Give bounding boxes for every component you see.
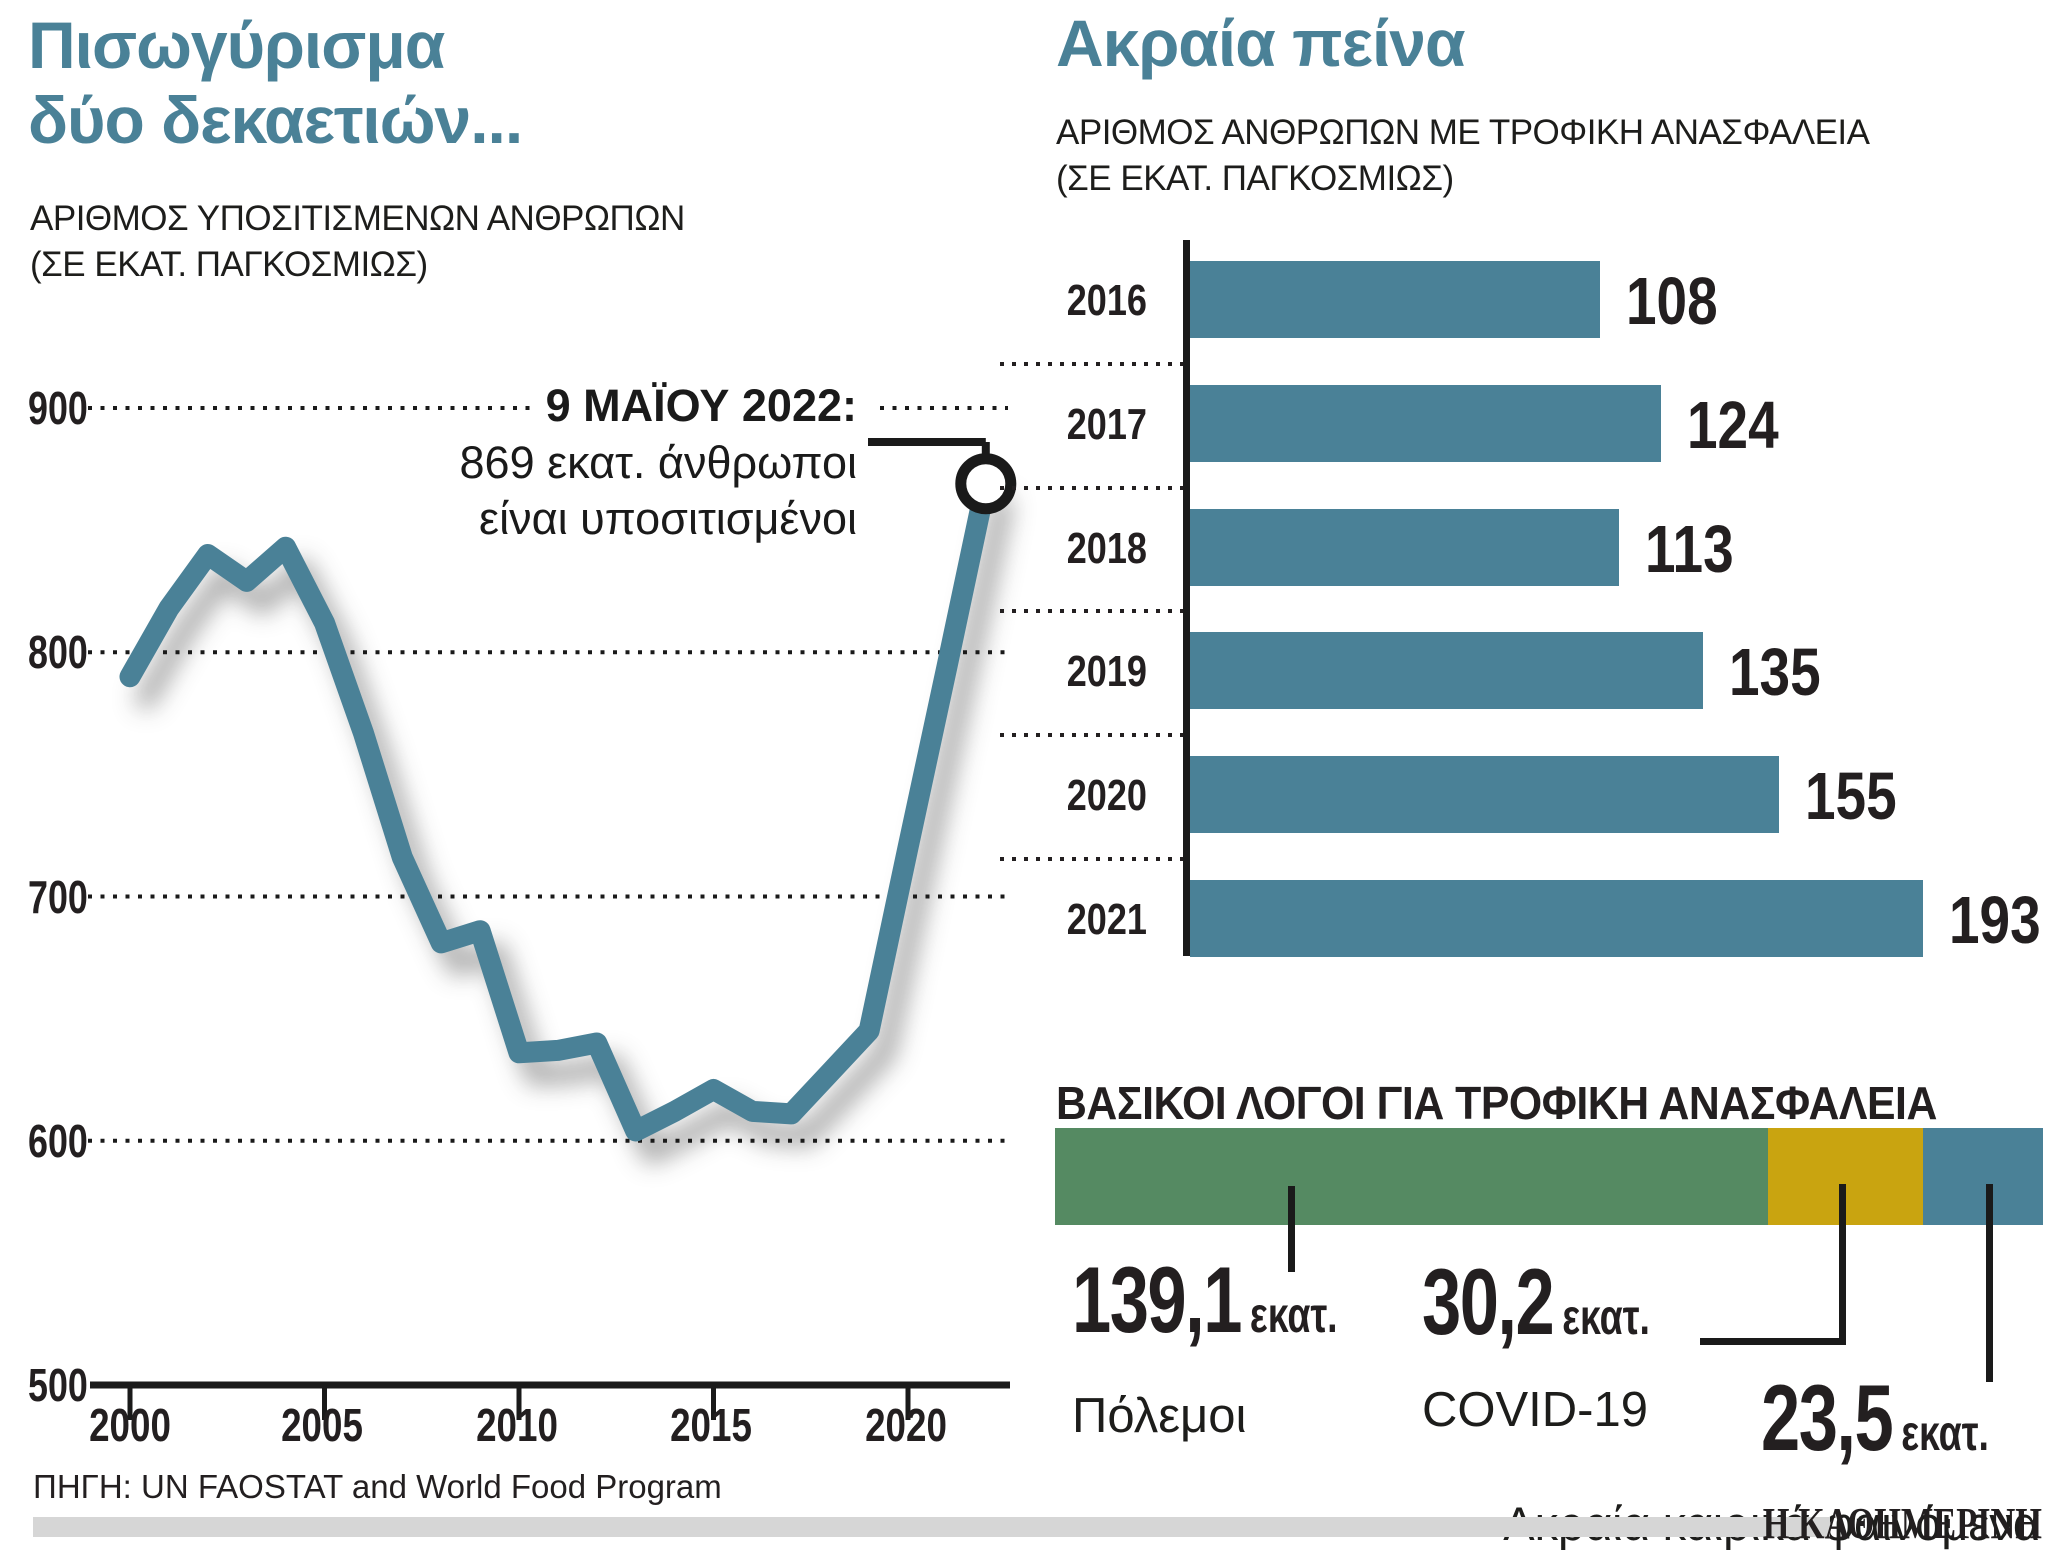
covid-unit: εκατ.: [1562, 1289, 1650, 1345]
bar-value-label: 155: [1805, 759, 1897, 835]
wars-unit: εκατ.: [1249, 1287, 1338, 1343]
bar-year-label: 2019: [1066, 647, 1147, 697]
x-tick-label: 2020: [865, 1399, 947, 1451]
covid-value: 30,2 εκατ.: [1422, 1248, 1650, 1356]
x-tick-label: 2010: [476, 1399, 558, 1451]
bar-2018: [1190, 508, 1619, 586]
kathimerini-logo: Η ΚΑΘΗΜΕΡΙΝΗ: [1762, 1499, 2042, 1548]
weather-unit: εκατ.: [1901, 1405, 1989, 1461]
weather-value: 23,5 εκατ.: [1761, 1364, 1989, 1472]
row-separator: [1000, 361, 1183, 366]
bar-chart-axis: [1183, 240, 1190, 956]
bar-value-label: 135: [1729, 635, 1821, 711]
callout-line-covid-vertical: [1839, 1184, 1846, 1345]
row-separator: [1000, 485, 1183, 490]
weather-number: 23,5: [1761, 1365, 1894, 1470]
x-tick-label: 2005: [281, 1399, 363, 1451]
y-tick-label: 700: [28, 871, 88, 923]
row-separator: [1000, 857, 1183, 861]
y-tick-label: 800: [28, 626, 88, 678]
y-tick-label: 500: [28, 1359, 88, 1411]
x-tick-label: 2015: [670, 1399, 752, 1451]
annotation-line2: είναι υποσιτισμένοι: [479, 493, 857, 545]
bar-year-label: 2020: [1066, 771, 1147, 821]
wars-number: 139,1: [1072, 1247, 1242, 1352]
bar-year-label: 2018: [1066, 523, 1147, 573]
right-chart-subtitle: ΑΡΙΘΜΟΣ ΑΝΘΡΩΠΩΝ ΜΕ ΤΡΟΦΙΚΗ ΑΝΑΣΦΑΛΕΙΑ (…: [1056, 113, 1870, 199]
covid-number: 30,2: [1422, 1249, 1555, 1354]
left-chart-subtitle: ΑΡΙΘΜΟΣ ΥΠΟΣΙΤΙΣΜΕΝΩΝ ΑΝΘΡΩΠΩΝ (ΣΕ ΕΚΑΤ.…: [30, 199, 685, 285]
left-chart-title: Πισωγύρισμα δύο δεκαετιών...: [28, 8, 523, 157]
bar-2021: [1190, 880, 1923, 957]
covid-label: COVID-19: [1422, 1383, 1649, 1437]
bar-chart: 2016 108 2017 124 2018 113 2019 135 2020 155 2021 1…: [1000, 240, 2048, 970]
bar-value-label: 193: [1949, 883, 2041, 958]
callout-line-covid-horizontal: [1700, 1338, 1846, 1345]
y-tick-label: 600: [28, 1115, 88, 1167]
bar-2016: [1190, 261, 1600, 338]
bar-year-label: 2017: [1066, 399, 1147, 449]
wars-value: 139,1 εκατ.: [1072, 1246, 1338, 1354]
footer-divider: [33, 1517, 1830, 1537]
endpoint-marker: [955, 453, 1017, 515]
row-separator: [1000, 609, 1183, 614]
stacked-bar: [1055, 1128, 2043, 1225]
bar-value-label: 113: [1645, 511, 1734, 587]
bar-2017: [1190, 384, 1661, 462]
x-tick-label: 2000: [89, 1399, 171, 1451]
stack-segment: [1922, 1128, 2043, 1225]
line-annotation: 9 ΜΑΪΟΥ 2022: 869 εκατ. άνθρωποι είναι υ…: [400, 378, 857, 548]
bar-2019: [1190, 632, 1703, 710]
bar-value-label: 124: [1687, 387, 1779, 463]
callout-line-wars: [1288, 1186, 1295, 1272]
stack-segment: [1055, 1128, 1768, 1225]
row-separator: [1000, 733, 1183, 738]
bar-2020: [1190, 756, 1779, 834]
source-note: ΠΗΓΗ: UN FAOSTAT and World Food Program: [33, 1468, 722, 1505]
annotation-line1: 869 εκατ. άνθρωποι: [459, 436, 857, 488]
callout-line-weather: [1986, 1184, 1993, 1382]
bar-year-label: 2016: [1066, 276, 1147, 325]
line-chart: [88, 406, 1017, 1420]
trend-line: [119, 473, 997, 1142]
bar-value-label: 108: [1626, 264, 1718, 339]
right-chart-title: Ακραία πείνα: [1056, 6, 1466, 80]
y-tick-label: 900: [28, 382, 88, 434]
reasons-heading: ΒΑΣΙΚΟΙ ΛΟΓΟΙ ΓΙΑ ΤΡΟΦΙΚΗ ΑΝΑΣΦΑΛΕΙΑ: [1056, 1077, 1937, 1129]
wars-label: Πόλεμοι: [1072, 1389, 1247, 1443]
annotation-date: 9 ΜΑΪΟΥ 2022:: [545, 380, 857, 431]
bar-year-label: 2021: [1066, 895, 1147, 944]
